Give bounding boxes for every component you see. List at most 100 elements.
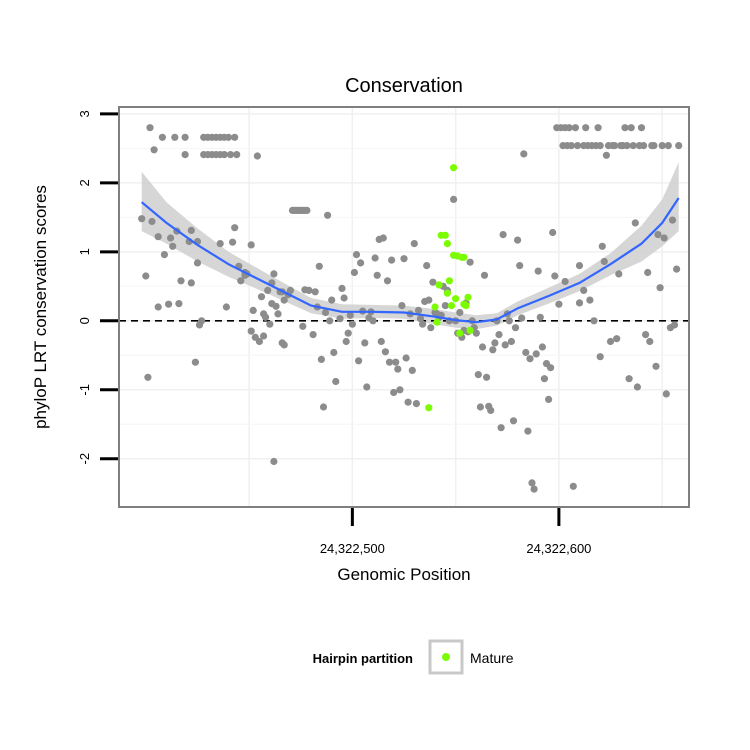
data-point <box>373 271 381 279</box>
data-point <box>169 242 177 250</box>
mature-point <box>460 253 468 261</box>
data-point <box>408 366 416 374</box>
data-point <box>561 277 569 286</box>
data-point <box>303 206 311 214</box>
data-point <box>231 133 239 141</box>
legend-title: Hairpin partition <box>313 651 413 666</box>
data-point <box>642 331 650 339</box>
data-point <box>383 277 392 285</box>
data-point <box>319 403 328 411</box>
data-point <box>660 234 668 242</box>
data-point <box>342 337 350 346</box>
data-point <box>594 124 602 132</box>
mature-point <box>464 293 472 301</box>
data-point <box>487 406 495 414</box>
data-point <box>522 348 530 357</box>
data-point <box>272 302 280 310</box>
data-point <box>260 332 268 340</box>
data-point <box>286 286 294 294</box>
data-point <box>474 371 482 379</box>
data-point <box>429 278 437 286</box>
data-point <box>361 339 369 347</box>
data-point <box>231 224 239 232</box>
data-point <box>270 457 278 466</box>
data-point <box>598 242 606 250</box>
data-point <box>416 315 425 323</box>
data-point <box>545 395 553 403</box>
data-point <box>317 355 325 363</box>
data-point <box>602 151 611 159</box>
data-point <box>224 133 233 141</box>
data-point <box>229 238 237 246</box>
data-point <box>274 310 282 318</box>
data-point <box>220 151 228 159</box>
data-point <box>615 270 623 278</box>
legend-key-mature-dot <box>442 653 450 661</box>
data-point <box>629 142 637 150</box>
data-point <box>148 217 156 226</box>
data-point <box>388 256 396 264</box>
data-point <box>175 300 183 308</box>
data-point <box>637 124 646 132</box>
data-point <box>640 142 648 150</box>
data-point <box>532 350 540 358</box>
mature-point <box>462 302 470 310</box>
y-tick-label: -1 <box>77 384 92 396</box>
data-point <box>253 152 261 160</box>
data-point <box>146 124 154 132</box>
data-point <box>412 400 420 408</box>
data-point <box>216 240 224 248</box>
data-point <box>573 142 582 150</box>
data-point <box>150 146 158 154</box>
data-point <box>280 296 288 304</box>
data-point <box>340 294 348 302</box>
mature-point <box>445 277 453 285</box>
y-axis-label: phyloP LRT conservation scores <box>31 185 50 429</box>
data-point <box>398 302 406 310</box>
data-point <box>505 317 513 325</box>
data-point <box>596 142 604 150</box>
data-point <box>233 151 241 159</box>
data-point <box>514 236 522 244</box>
data-point <box>369 317 377 325</box>
y-tick-label: 3 <box>77 110 92 117</box>
data-point <box>247 327 255 335</box>
data-point <box>547 364 555 372</box>
data-point <box>158 133 166 141</box>
data-point <box>357 259 365 267</box>
data-point <box>497 424 505 432</box>
data-point <box>456 308 464 317</box>
data-point <box>247 241 255 249</box>
data-point <box>673 265 681 273</box>
data-point <box>165 300 173 308</box>
data-point <box>385 358 394 366</box>
data-point <box>309 331 317 339</box>
data-point <box>255 337 263 346</box>
legend-label-mature: Mature <box>470 650 514 666</box>
mature-point <box>466 326 474 334</box>
data-point <box>621 124 629 132</box>
data-point <box>167 234 175 242</box>
data-point <box>586 296 594 304</box>
data-point <box>346 311 354 319</box>
data-point <box>534 267 542 275</box>
data-point <box>262 313 270 321</box>
mature-point <box>443 240 451 248</box>
data-point <box>644 268 652 277</box>
y-tick-label: -2 <box>77 453 92 465</box>
data-point <box>237 277 245 285</box>
mature-point <box>443 289 451 297</box>
y-tick-label: 0 <box>77 317 92 324</box>
legend-key <box>428 639 464 675</box>
data-point <box>652 362 660 370</box>
data-point <box>596 353 604 361</box>
data-point <box>270 270 278 278</box>
data-point <box>664 142 672 150</box>
data-point <box>191 358 199 366</box>
data-point <box>656 284 664 292</box>
data-point <box>611 142 619 150</box>
data-point <box>538 343 547 351</box>
data-point <box>520 150 528 158</box>
data-point <box>633 383 642 391</box>
